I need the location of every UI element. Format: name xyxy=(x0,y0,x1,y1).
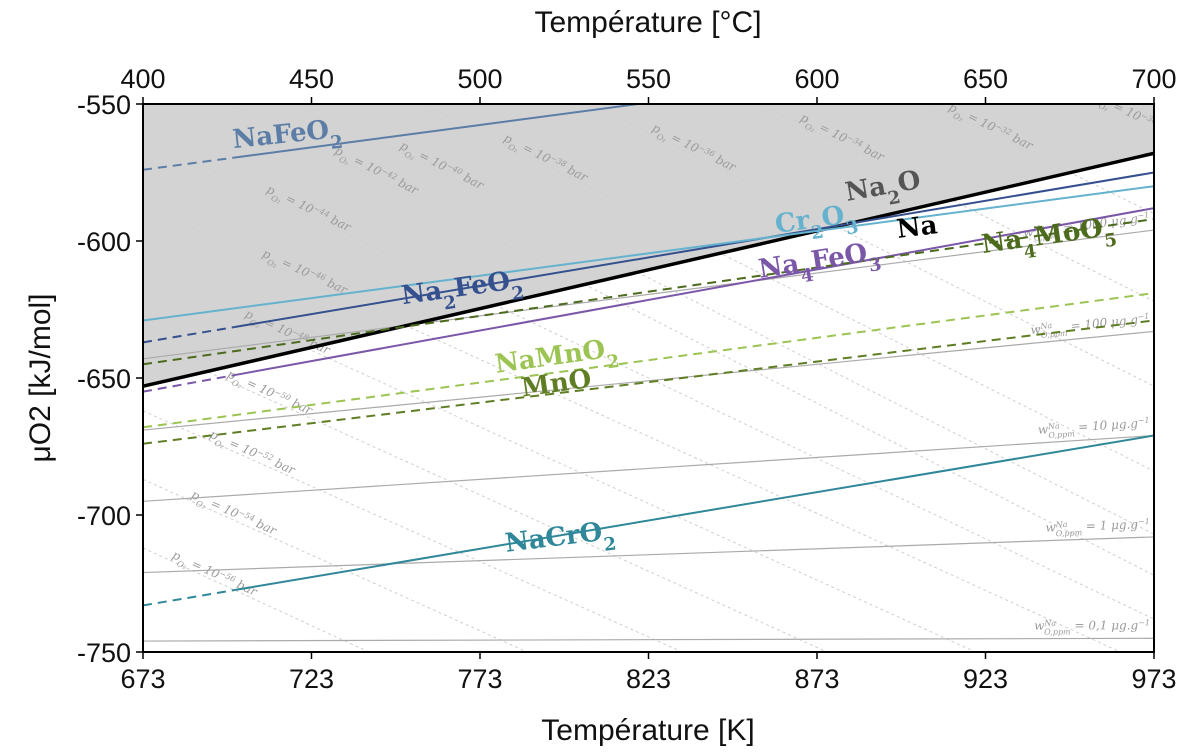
po2-isoline xyxy=(590,104,1154,387)
po2-isoline xyxy=(143,136,1154,620)
axes: 673 723 773 823 873 923 973 400 450 500 550 600 650 7… xyxy=(77,64,1177,694)
series-Na2FeO2 xyxy=(143,171,1154,344)
series-line xyxy=(143,151,1154,388)
x-axis-title: Température [K] xyxy=(541,714,754,747)
series-lines xyxy=(143,104,1154,607)
label-Na2FeO2: Na2FeO2 xyxy=(400,265,526,320)
oxygen-isoline xyxy=(143,330,1154,431)
series-line-dashed xyxy=(143,319,1154,445)
x-tick-label: 923 xyxy=(963,664,1008,694)
x-top-tick-label: 400 xyxy=(120,64,165,94)
series-line xyxy=(233,104,646,159)
series-line xyxy=(143,185,1154,322)
x-top-tick-label: 500 xyxy=(457,64,502,94)
oxygen-isoline xyxy=(143,434,1154,502)
y-tick-label: -600 xyxy=(77,227,131,257)
y-tick-label: -750 xyxy=(77,638,131,668)
oxygen-isoline-label: wNa O,ppm = 0,1 μg.g−1 xyxy=(1034,618,1150,636)
series-Na4MoO5 xyxy=(143,218,1154,366)
po2-isoline xyxy=(304,104,1154,535)
series-Na2O xyxy=(143,151,1154,388)
x-top-tick-label: 650 xyxy=(963,64,1008,94)
series-NaCrO2 xyxy=(143,434,1154,607)
x-tick-label: 773 xyxy=(457,664,502,694)
series-line xyxy=(233,434,1154,592)
series-Na4FeO3 xyxy=(143,207,1154,393)
label-Na2O: Na2O xyxy=(843,165,924,216)
x-tick-label: 823 xyxy=(626,664,671,694)
po2-isoline xyxy=(143,341,828,652)
series-line xyxy=(233,171,1154,329)
series-line-dashed xyxy=(143,218,1154,366)
po2-isoline xyxy=(143,204,1121,652)
series-line-dashed xyxy=(143,292,1154,429)
x-tick-label: 873 xyxy=(794,664,839,694)
series-MnO xyxy=(143,319,1154,445)
x-top-tick-label: 600 xyxy=(794,64,839,94)
series-line-dashed xyxy=(143,156,235,171)
po2-isoline xyxy=(143,273,976,652)
y-tick-label: -550 xyxy=(77,90,131,120)
oxygen-isoline-label: wNaO,ppm = 1 μg.g−1 xyxy=(1045,516,1150,538)
x-top-tick-label: 550 xyxy=(626,64,671,94)
po2-isoline xyxy=(230,104,1154,576)
series-NaFeO2 xyxy=(143,104,646,171)
x-tick-label: 973 xyxy=(1131,664,1176,694)
y-tick-label: -700 xyxy=(77,501,131,531)
po2-isoline xyxy=(143,410,683,652)
po2-isoline-label: pO₂ = 10−56 bar xyxy=(169,547,261,602)
oxygen-isoline xyxy=(143,536,1154,574)
label-Cr2O3: Cr2O3 xyxy=(773,199,860,249)
series-line-dashed xyxy=(143,589,235,607)
series-line-dashed xyxy=(143,326,235,344)
label-Na4FeO3: Na4FeO3 xyxy=(757,236,883,293)
x-tick-label: 673 xyxy=(120,664,165,694)
label-Na4MoO5: Na4MoO5 xyxy=(980,212,1119,269)
po2-isoline xyxy=(422,104,1154,472)
oxygen-isoline-label: wNaO,ppm = 10 μg.g−1 xyxy=(1037,415,1150,440)
y-tick-label: -650 xyxy=(77,364,131,394)
label-Na: Na xyxy=(895,210,939,245)
series-NaMnO2 xyxy=(143,292,1154,429)
x-tick-label: 723 xyxy=(289,664,334,694)
series-line xyxy=(233,207,1154,377)
series-Cr2O3 xyxy=(143,185,1154,322)
oxygen-isoline-label: wNaO,ppm = 100 μg.g−1 xyxy=(1030,311,1151,341)
oxygen-isoline xyxy=(143,229,1154,360)
x-top-tick-label: 450 xyxy=(289,64,334,94)
x-top-tick-label: 700 xyxy=(1131,64,1176,94)
y-axis-title: μO2 [kJ/mol] xyxy=(24,294,57,463)
po2-isoline xyxy=(928,104,1154,215)
oxygen-isoline xyxy=(143,637,1154,642)
series-line-dashed xyxy=(143,374,235,393)
x-top-axis-title: Température [°C] xyxy=(534,6,761,39)
